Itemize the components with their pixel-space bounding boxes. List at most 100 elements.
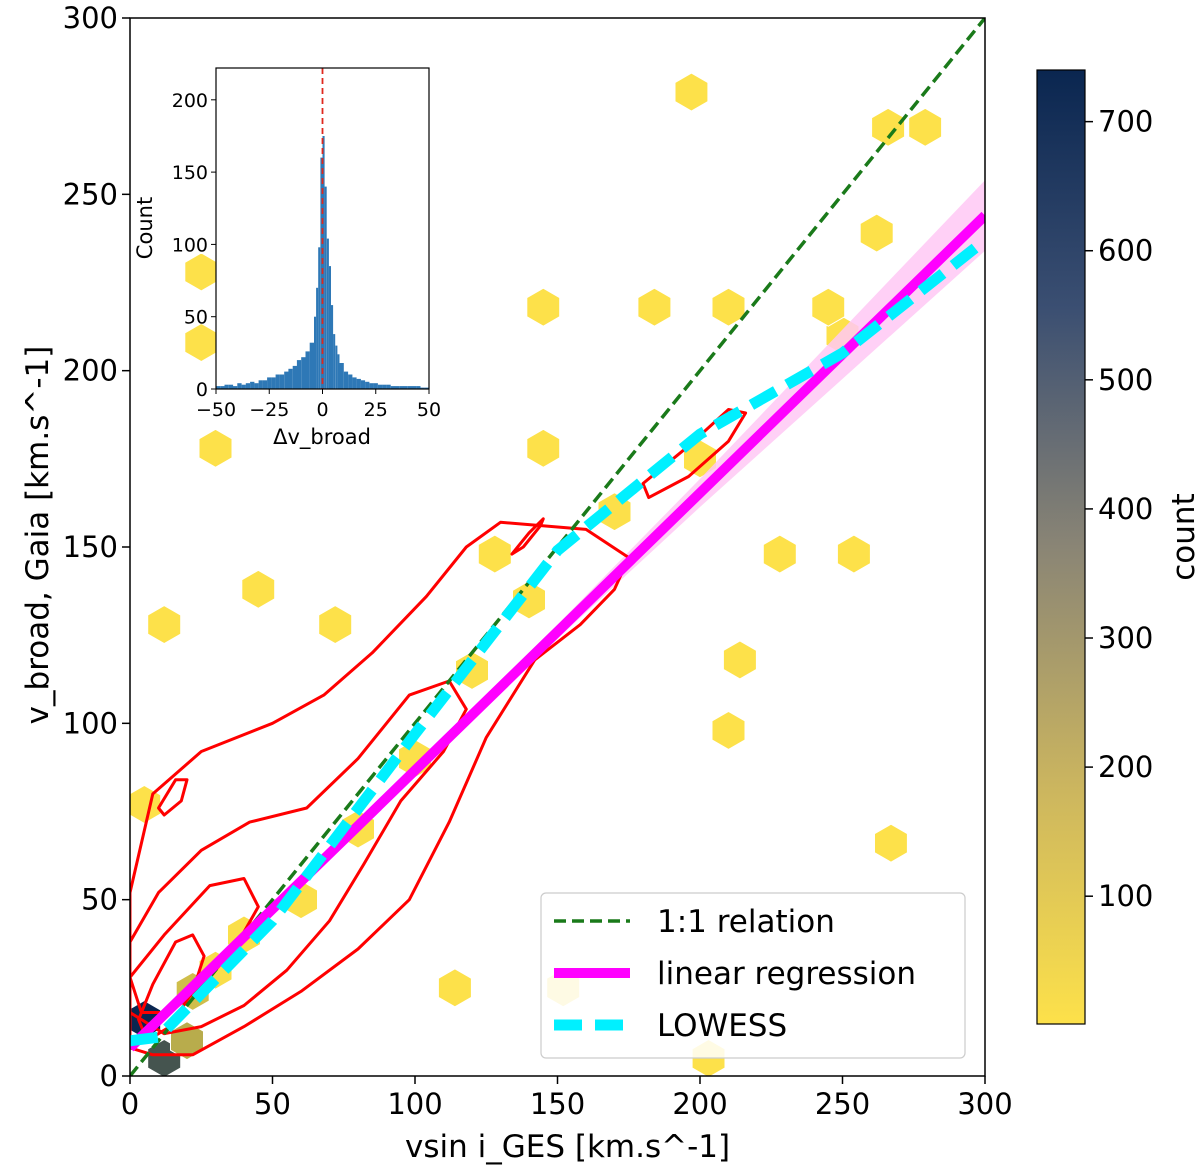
y-axis-label: v_broad, Gaia [km.s^-1] [20,346,56,725]
inset-histogram: −50 −25 0 25 50 0 50 100 150 200 Δv_broad Count [133,67,441,450]
inset-bar [348,374,353,389]
x-tick-label: 150 [530,1087,585,1121]
inset-bar [245,383,251,389]
x-tick-label: 200 [672,1087,727,1121]
inset-bar [258,380,263,389]
hexbin [477,534,512,574]
hexbin [526,287,561,327]
legend-label-lowess: LOWESS [657,1008,787,1044]
x-tick-label: 50 [254,1087,291,1121]
hexbin [711,287,746,327]
inset-bar [399,386,404,389]
inset-bar [373,383,378,389]
inset-bar [324,186,327,389]
legend-label-one-to-one: 1:1 relation [657,904,835,940]
hexbin [811,287,846,327]
inset-bar [262,380,268,389]
inset-y-tick-label: 200 [172,90,208,112]
y-tick-label: 150 [63,530,118,564]
inset-bar [254,383,259,389]
inset-bar [331,305,334,389]
inset-y-tick-label: 100 [172,234,208,256]
inset-bar [271,377,276,389]
inset-bar [390,386,395,389]
inset-y-tick-label: 50 [184,307,208,329]
inset-bar [424,387,429,389]
x-axis-ticks: 0 50 100 150 200 250 300 [121,1076,1013,1121]
inset-bar [284,371,289,389]
inset-bar [305,351,310,389]
inset-bar [320,157,323,389]
colorbar-tick-label: 300 [1098,621,1153,655]
colorbar-tick-label: 400 [1098,492,1153,526]
hexbin [318,605,353,645]
inset-bar [228,384,234,389]
legend: 1:1 relation linear regression LOWESS [540,892,966,1059]
colorbar-ticks: 100 200 300 400 500 600 700 [1085,105,1153,913]
inset-bar [394,386,400,389]
inset-bar [233,386,238,389]
hexbin [147,605,182,645]
inset-x-tick-label: −50 [196,399,236,421]
inset-bar [416,386,421,389]
inset-x-tick-label: 50 [417,399,441,421]
contour-line [130,679,468,1036]
inset-bar [301,357,306,389]
inset-x-tick-label: −25 [249,399,289,421]
y-tick-label: 100 [63,706,118,740]
inset-bar [343,371,349,389]
inset-bar [326,238,329,389]
hexbin [836,534,871,574]
inset-y-ticks: 0 50 100 150 200 [172,90,216,401]
inset-bar [356,378,361,389]
inset-bar [275,374,280,389]
contour-line [157,778,189,817]
inset-bar [267,377,272,389]
inset-bars [216,136,429,389]
hexbin [859,213,894,253]
lowess-line [130,235,985,1047]
inset-bar [333,334,336,389]
inset-bar [369,383,374,389]
inset-bar [328,266,331,389]
hexbin [526,428,561,468]
inset-bar [309,342,314,389]
colorbar-tick-label: 600 [1098,234,1153,268]
x-tick-label: 250 [815,1087,870,1121]
x-tick-label: 300 [957,1087,1012,1121]
hexbin [198,428,233,468]
x-tick-label: 0 [121,1087,139,1121]
hexbin [674,72,709,112]
inset-bar [250,381,255,389]
inset-bar [292,365,297,389]
inset-bar [288,368,293,389]
inset-x-ticks: −50 −25 0 25 50 [196,389,441,421]
contour-line [130,877,260,1014]
colorbar-tick-label: 200 [1098,750,1153,784]
inset-bar [365,381,370,389]
colorbar-tick-label: 100 [1098,879,1153,913]
inset-bar [377,384,383,389]
contour-line [510,517,545,556]
hexbin [637,287,672,327]
inset-bar [220,386,225,389]
inset-bar [337,354,340,389]
inset-y-tick-label: 0 [196,379,208,401]
colorbar-label: count [1166,493,1200,580]
y-tick-label: 0 [100,1059,118,1093]
inset-bar [322,136,325,389]
inset-bar [241,384,246,389]
inset-bar [314,316,317,389]
inset-bar [352,377,357,389]
inset-bar [216,386,221,389]
inset-bar [403,386,408,389]
inset-bar [382,384,387,389]
legend-box [540,892,966,1059]
inset-bar [335,345,338,389]
inset-bar [360,380,366,389]
colorbar-tick-label: 700 [1098,105,1153,139]
hexbin [874,823,908,863]
y-tick-label: 50 [81,883,118,917]
inset-bar [224,384,229,389]
